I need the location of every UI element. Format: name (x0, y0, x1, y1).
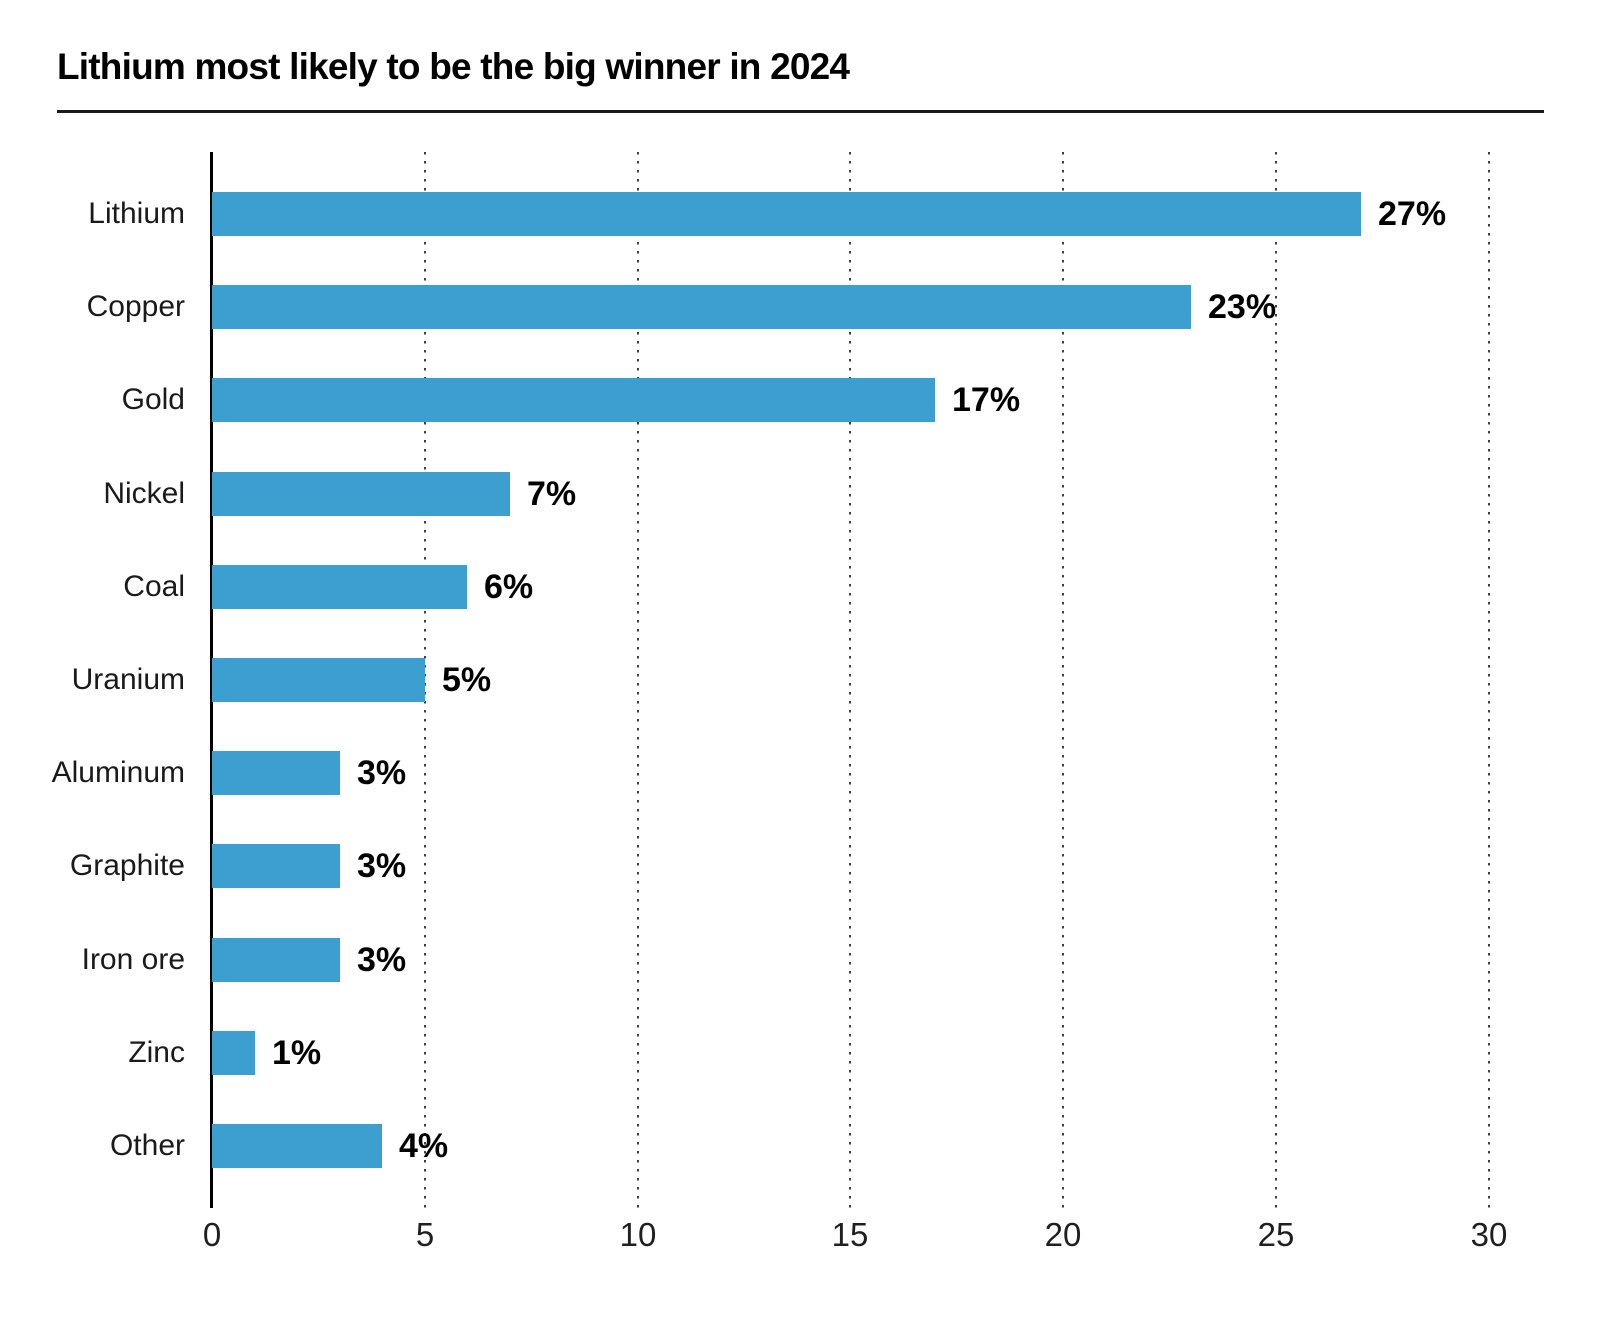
gridline (849, 152, 852, 1208)
category-label: Aluminum (51, 756, 185, 789)
bar (212, 938, 340, 982)
bar (212, 1031, 255, 1075)
value-label: 23% (1208, 288, 1277, 326)
bar (212, 751, 340, 795)
chart-title: Lithium most likely to be the big winner… (57, 46, 850, 87)
value-label: 6% (484, 568, 534, 606)
category-label: Lithium (88, 197, 185, 230)
category-label: Coal (123, 570, 185, 603)
value-label: 3% (357, 941, 407, 979)
category-label: Nickel (103, 477, 185, 510)
value-label: 17% (952, 381, 1021, 419)
gridline (1487, 152, 1490, 1208)
x-tick-label: 10 (619, 1216, 657, 1253)
value-label: 27% (1378, 195, 1447, 233)
x-tick-label: 20 (1044, 1216, 1082, 1253)
bar (212, 192, 1361, 236)
value-label: 7% (527, 475, 577, 513)
value-label: 1% (272, 1034, 322, 1072)
title-divider (57, 110, 1544, 113)
gridline (1062, 152, 1064, 1208)
y-axis-line (210, 152, 213, 1208)
bar (212, 472, 510, 516)
x-tick-label: 25 (1257, 1216, 1295, 1253)
x-tick-label: 0 (202, 1216, 222, 1253)
bar (212, 658, 425, 702)
gridline (1274, 152, 1277, 1208)
category-label: Other (109, 1129, 185, 1162)
value-label: 3% (357, 847, 407, 885)
bar (212, 565, 467, 609)
category-label: Zinc (128, 1036, 185, 1069)
category-label: Iron ore (81, 943, 185, 976)
category-label: Uranium (71, 663, 185, 696)
bar (212, 844, 340, 888)
value-label: 4% (399, 1127, 449, 1165)
category-label: Gold (121, 383, 185, 416)
x-tick-label: 5 (415, 1216, 435, 1253)
value-label: 3% (357, 754, 407, 792)
category-label: Graphite (69, 849, 185, 882)
bar (212, 378, 935, 422)
x-tick-label: 30 (1470, 1216, 1508, 1253)
category-label: Copper (86, 290, 185, 323)
gridline (636, 152, 639, 1208)
bar (212, 1124, 382, 1168)
x-tick-label: 15 (831, 1216, 869, 1253)
bar (212, 285, 1191, 329)
value-label: 5% (442, 661, 492, 699)
